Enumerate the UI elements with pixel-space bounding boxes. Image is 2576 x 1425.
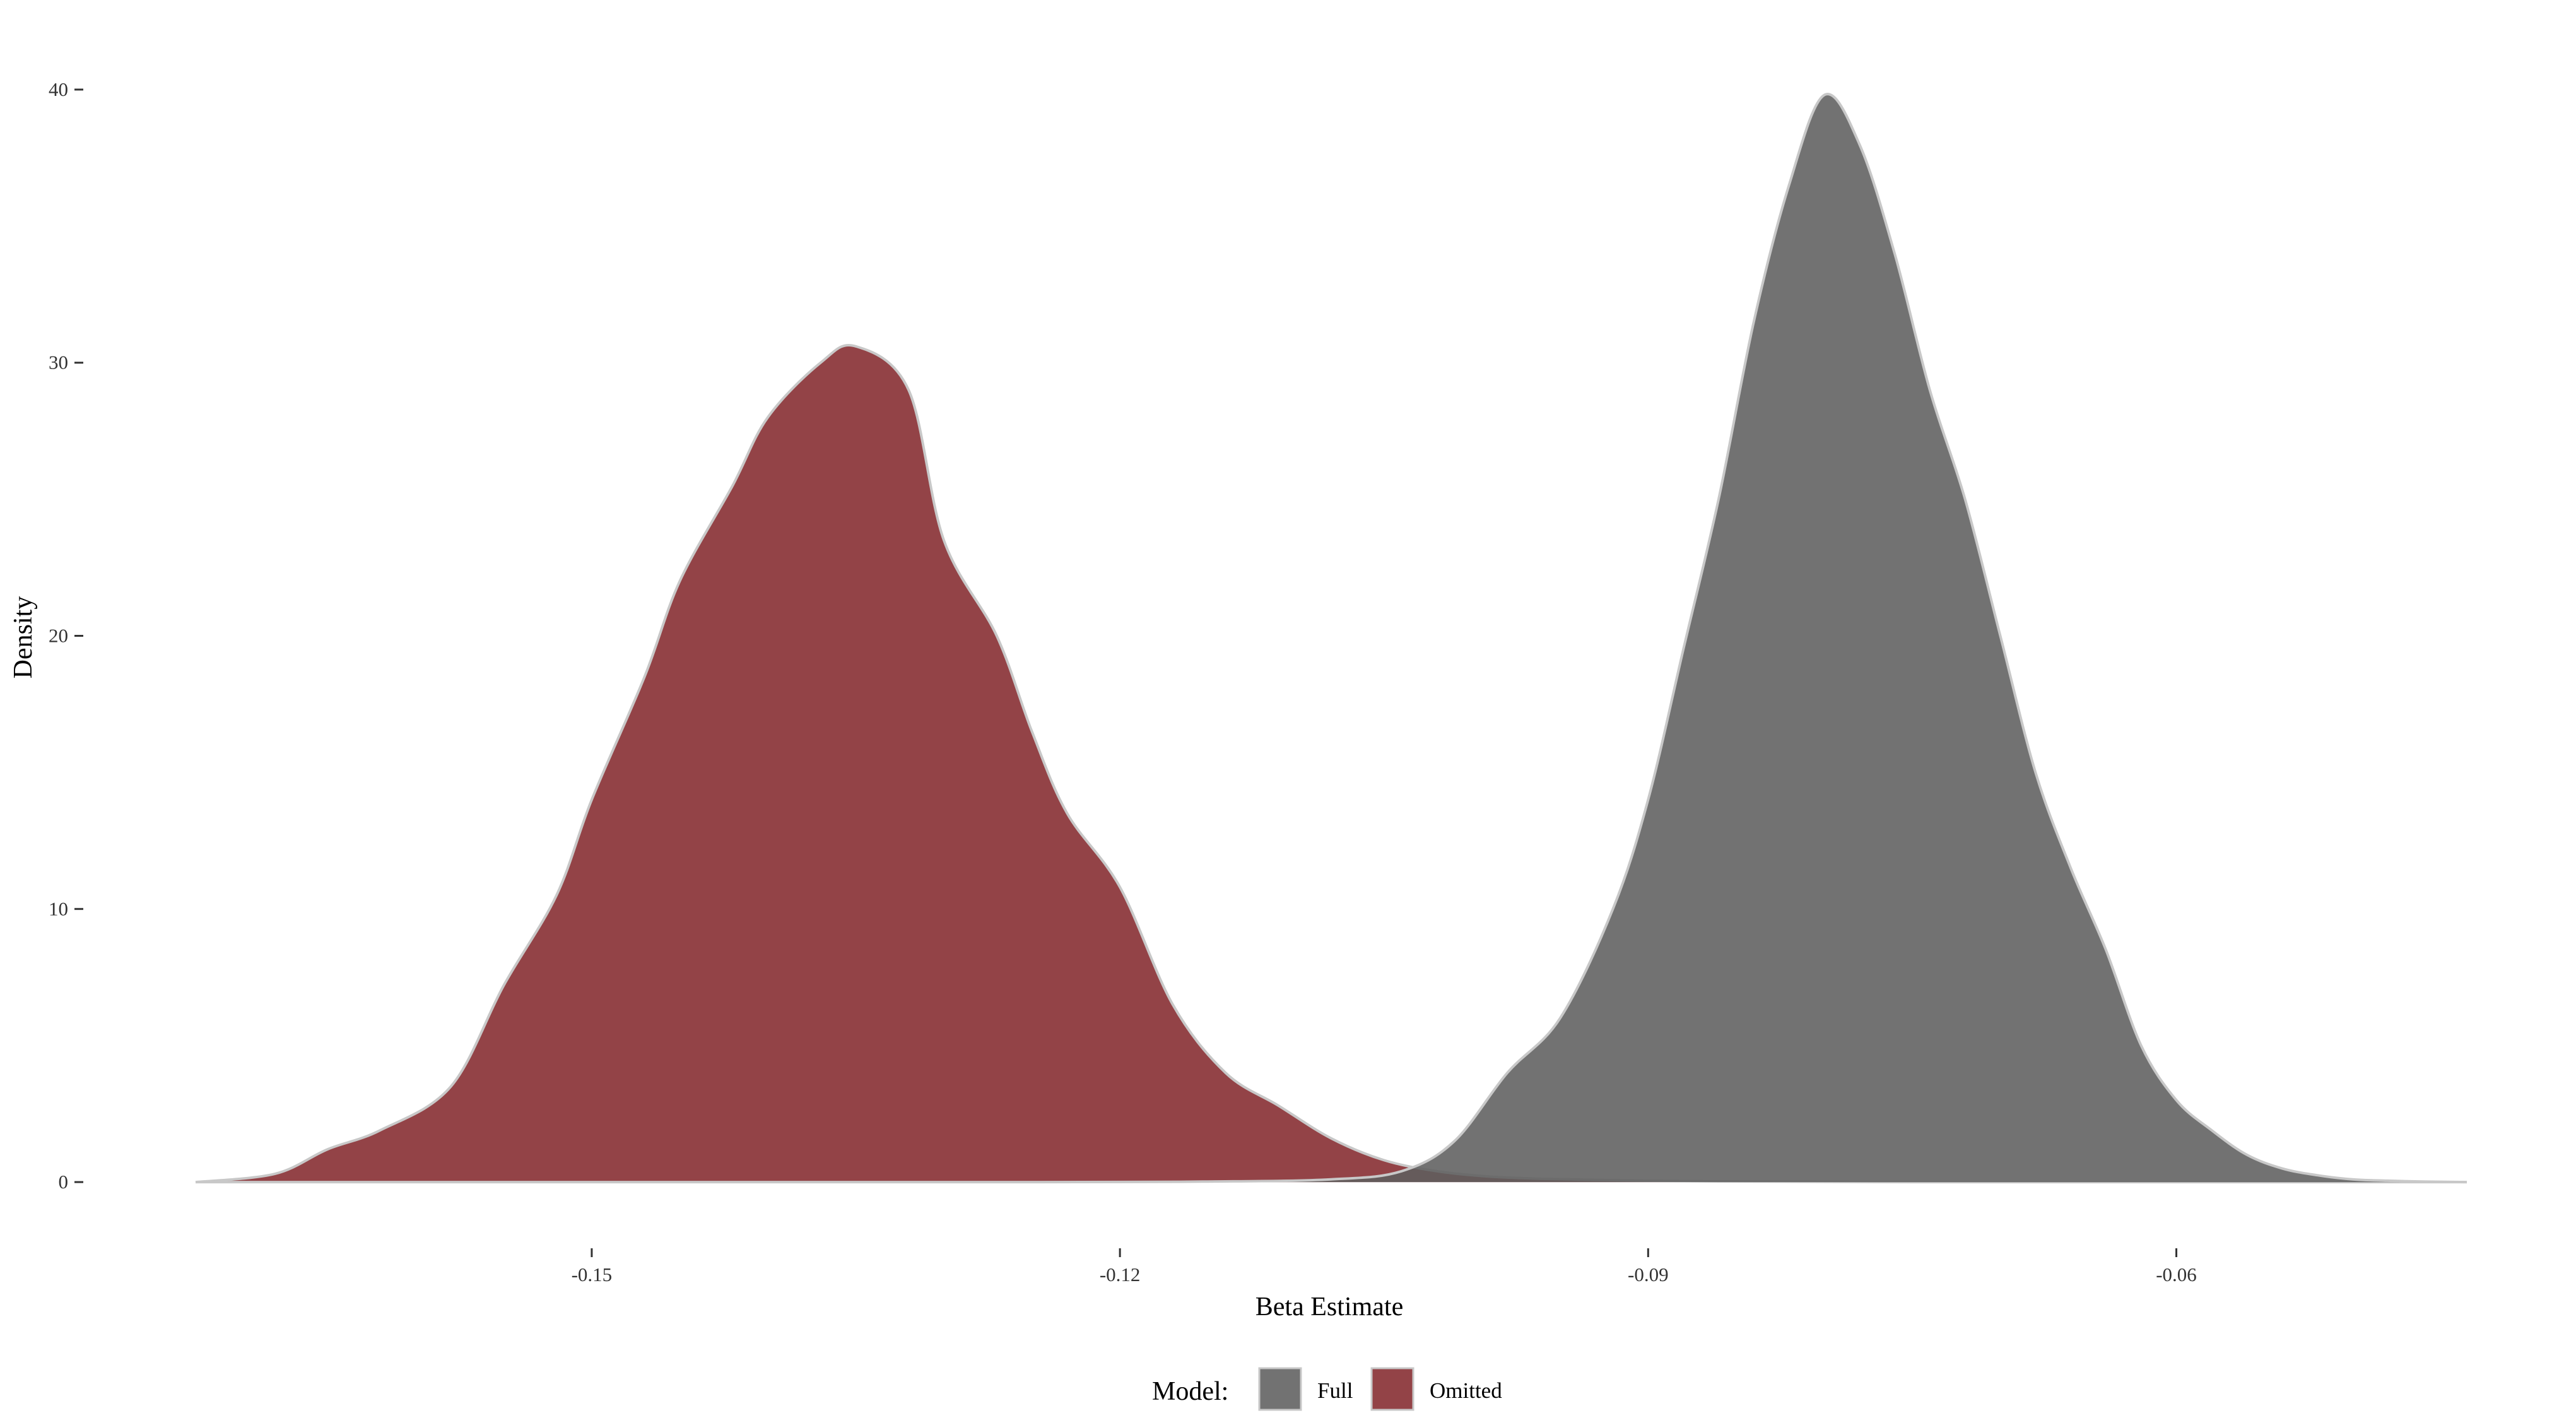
y-tick-label: 10: [49, 897, 68, 919]
x-tick-label: -0.12: [1100, 1263, 1141, 1286]
y-tick-label: 30: [49, 352, 68, 374]
y-axis-title: Density: [9, 596, 38, 679]
x-tick-label: -0.15: [572, 1263, 613, 1286]
y-tick-label: 0: [59, 1171, 69, 1193]
x-tick-label: -0.09: [1628, 1263, 1669, 1286]
legend-label-omitted: Omitted: [1430, 1378, 1502, 1403]
density-outline-full: [195, 93, 2467, 1184]
legend-title: Model:: [1152, 1377, 1228, 1406]
plot-area: [195, 93, 2467, 1184]
x-tick-label: -0.06: [2156, 1263, 2197, 1286]
axes: 0 10 20 30 40 -0.15 -0.12 -0.09 -0.06: [49, 78, 2197, 1286]
density-area-omitted: [196, 345, 2467, 1183]
y-tick-label: 20: [49, 625, 68, 647]
legend: Model: Full Omitted: [1152, 1367, 1502, 1411]
density-area-full: [196, 94, 2467, 1183]
y-tick-label: 40: [49, 78, 68, 100]
x-axis-title: Beta Estimate: [1256, 1292, 1403, 1322]
legend-label-full: Full: [1317, 1378, 1353, 1403]
legend-key-full: [1258, 1367, 1302, 1411]
legend-key-omitted: [1370, 1367, 1414, 1411]
